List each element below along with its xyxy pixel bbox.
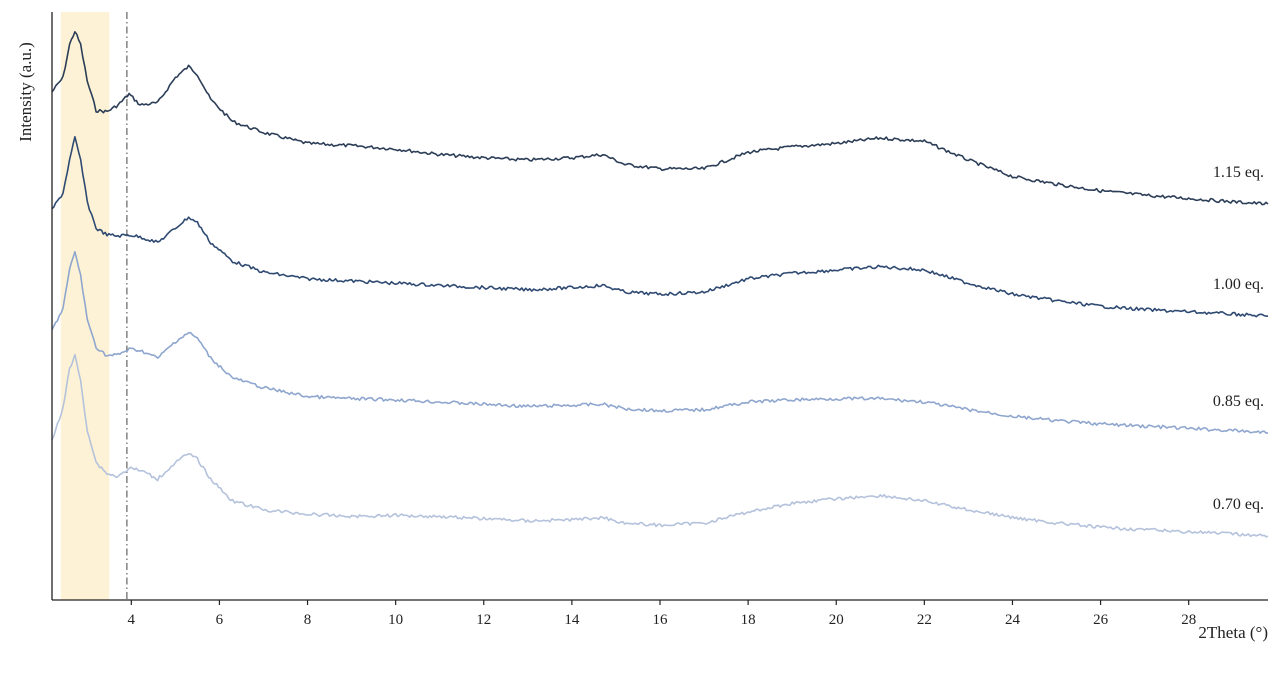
series-label-3: 0.70 eq. [1213, 496, 1264, 513]
x-tick-label: 16 [653, 612, 669, 628]
y-axis-title: Intensity (a.u.) [16, 42, 35, 142]
x-tick-label: 18 [741, 612, 756, 628]
tick-group: 4 6 8 10 12 14 16 18 20 22 24 26 28 [128, 600, 1196, 628]
x-tick-label: 20 [829, 612, 844, 628]
series-label-group: 1.15 eq. 1.00 eq. 0.85 eq. 0.70 eq. [1213, 164, 1264, 513]
x-axis-title: 2Theta (°) [1198, 623, 1268, 642]
x-tick-label: 12 [476, 612, 491, 628]
x-tick-label: 22 [917, 612, 932, 628]
x-tick-label: 26 [1093, 612, 1109, 628]
series-line-3 [51, 353, 1269, 538]
x-tick-label: 6 [216, 612, 224, 628]
series-label-0: 1.15 eq. [1213, 164, 1264, 181]
series-line-0 [51, 31, 1269, 206]
x-tick-label: 24 [1005, 612, 1021, 628]
series-line-1 [51, 136, 1269, 318]
x-tick-label: 10 [388, 612, 403, 628]
x-tick-label: 8 [304, 612, 312, 628]
series-group [51, 31, 1269, 538]
series-line-2 [51, 251, 1269, 434]
x-tick-label: 28 [1181, 612, 1196, 628]
series-label-1: 1.00 eq. [1213, 276, 1264, 293]
x-tick-label: 14 [564, 612, 580, 628]
x-tick-label: 4 [128, 612, 136, 628]
series-label-2: 0.85 eq. [1213, 393, 1264, 410]
